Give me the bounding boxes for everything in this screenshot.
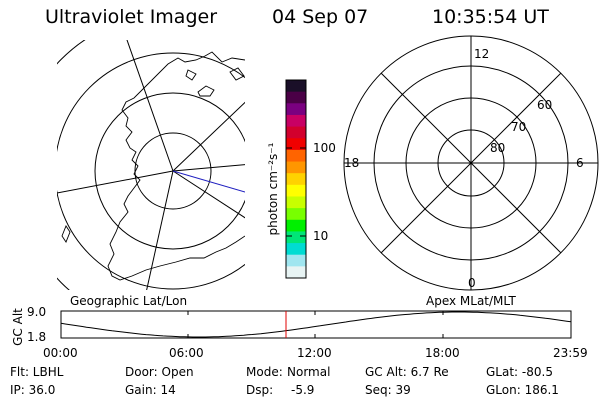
info-glon: GLon: 186.1: [486, 383, 559, 397]
mlt-label-18: 18: [344, 156, 360, 170]
info-filter: Flt: LBHL: [10, 365, 64, 379]
mlat-label-70: 70: [511, 120, 527, 134]
mlat-label-60: 60: [537, 98, 553, 112]
magnetic-polar-plot: [343, 35, 599, 291]
colorbar-unit-label: photon cm⁻²s⁻¹: [266, 142, 280, 236]
altitude-curve: [60, 311, 572, 338]
info-door: Door: Open: [125, 365, 194, 379]
colorbar-segment: [286, 219, 306, 232]
magnetic-caption: Apex MLat/MLT: [426, 294, 516, 308]
mlat-label-80: 80: [490, 141, 506, 155]
altitude-x-ticks: [187, 311, 444, 338]
colorbar-frame: [285, 79, 307, 279]
geographic-caption: Geographic Lat/Lon: [70, 294, 188, 308]
sun-direction-line: [172, 170, 245, 193]
colorbar-segment: [286, 243, 306, 256]
colorbar-segment: [286, 80, 306, 93]
mlt-label-12: 12: [474, 47, 490, 61]
altitude-ytick-1-8: 1.8: [27, 330, 47, 344]
info-mode-value: Normal: [287, 365, 331, 379]
info-gain: Gain: 14: [125, 383, 176, 397]
colorbar-segment: [286, 114, 306, 128]
date-label: 04 Sep 07: [272, 6, 369, 28]
altitude-ylabel: GC Alt: [11, 308, 25, 346]
altitude-xtick-0600: 06:00: [169, 346, 204, 360]
altitude-xtick-1200: 12:00: [297, 346, 332, 360]
geographic-map: [57, 40, 245, 290]
altitude-xtick-1800: 18:00: [425, 346, 460, 360]
altitude-plot: [60, 310, 572, 339]
colorbar-segment: [286, 138, 306, 151]
colorbar-segment: [286, 266, 306, 279]
altitude-ytick-9: 9.0: [27, 305, 47, 319]
color-bar-ticks: [286, 147, 306, 237]
time-label: 10:35:54 UT: [432, 6, 549, 28]
instrument-title: Ultraviolet Imager: [45, 6, 218, 28]
colorbar-segment: [286, 126, 306, 139]
altitude-plot-frame: [60, 310, 572, 339]
colorbar-tick-10: 10: [313, 229, 329, 243]
info-dsp-value: -5.9: [291, 383, 315, 397]
colorbar-segment: [286, 149, 306, 163]
colorbar-tick-100: 100: [313, 141, 336, 155]
info-ip: IP: 36.0: [10, 383, 56, 397]
colorbar-segment: [286, 231, 306, 244]
mlt-label-6: 6: [576, 156, 584, 170]
coastline: [61, 51, 245, 281]
colorbar-segment: [286, 254, 306, 267]
colorbar-segment: [286, 91, 306, 104]
mlt-diagonal-2: [380, 72, 562, 254]
colorbar-segment: [286, 208, 306, 221]
info-seq: Seq: 39: [365, 383, 411, 397]
mlt-label-0: 0: [468, 276, 476, 290]
altitude-xtick-2359: 23:59: [553, 346, 588, 360]
info-mode-label: Mode:: [246, 365, 283, 379]
colorbar-segment: [286, 196, 306, 209]
color-bar: [285, 79, 307, 279]
info-glat: GLat: -80.5: [486, 365, 553, 379]
colorbar-segment: [286, 103, 306, 116]
info-dsp-label: Dsp:: [246, 383, 274, 397]
colorbar-segment: [286, 173, 306, 186]
colorbar-segment: [286, 161, 306, 174]
altitude-xtick-0000: 00:00: [43, 346, 78, 360]
colorbar-segment: [286, 184, 306, 197]
meridian-lines: [57, 40, 245, 290]
info-gc-alt: GC Alt: 6.7 Re: [365, 365, 449, 379]
